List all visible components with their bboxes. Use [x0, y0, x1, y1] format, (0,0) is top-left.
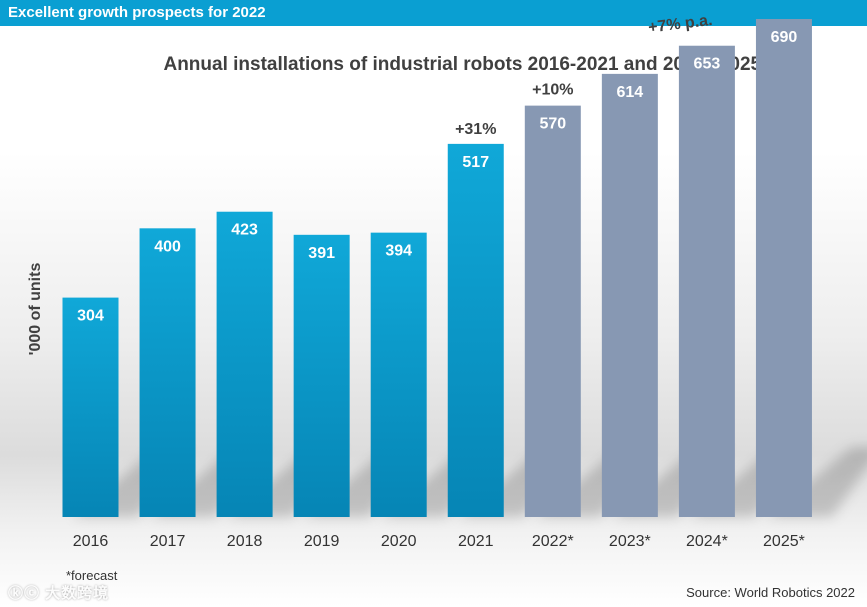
source-note: Source: World Robotics 2022	[686, 585, 855, 600]
tick-label: 2017	[150, 533, 186, 550]
tick-label: 2023*	[609, 533, 651, 550]
annotations-group: +31% +10% +7% p.a.	[455, 12, 713, 138]
value-label: 391	[308, 245, 335, 262]
annotation-growth-2021: +31%	[455, 121, 496, 138]
tick-label: 2019	[304, 533, 340, 550]
annotation-growth-2022: +10%	[532, 82, 573, 99]
bar-2022-forecast	[524, 105, 581, 518]
chart-title: Annual installations of industrial robot…	[163, 54, 769, 75]
value-label: 394	[385, 243, 412, 260]
value-label: 423	[231, 222, 258, 239]
footnote: *forecast	[66, 568, 118, 583]
watermark-glyph: ⓚⓒ	[8, 585, 46, 602]
header-title: Excellent growth prospects for 2022	[8, 4, 266, 21]
value-label: 517	[462, 154, 489, 171]
bar-2025-forecast	[755, 19, 812, 517]
header-bar: Excellent growth prospects for 2022	[0, 0, 867, 26]
tick-label: 2022*	[532, 533, 574, 550]
bar-2017	[139, 228, 196, 517]
bars-group	[62, 19, 812, 518]
tick-label: 2020	[381, 533, 417, 550]
value-label: 304	[77, 308, 104, 325]
value-label: 400	[154, 238, 181, 255]
tick-label: 2021	[458, 533, 494, 550]
bar-2016	[62, 297, 119, 517]
watermark-logo: ⓚⓒ 大数跨境	[8, 582, 109, 603]
value-labels-group: 304 400 423 391 394 517 570 614 653 690	[77, 29, 797, 325]
annotation-growth-forecast: +7% p.a.	[647, 12, 713, 37]
value-label: 570	[539, 116, 566, 133]
value-label: 690	[771, 29, 798, 46]
value-label: 653	[694, 56, 721, 73]
bar-2021	[447, 143, 504, 517]
watermark-text: 大数跨境	[45, 585, 110, 602]
tick-label: 2018	[227, 533, 263, 550]
bar-2023-forecast	[601, 73, 658, 518]
tick-labels-group: 2016 2017 2018 2019 2020 2021 2022* 2023* 2024* 2…	[73, 533, 805, 550]
bar-2024-forecast	[678, 45, 735, 518]
tick-label: 2024*	[686, 533, 728, 550]
bar-2019	[293, 234, 350, 517]
tick-label: 2016	[73, 533, 109, 550]
value-label: 614	[616, 84, 643, 101]
bar-2020	[370, 232, 427, 517]
tick-label: 2025*	[763, 533, 805, 550]
bar-2018	[216, 211, 273, 518]
